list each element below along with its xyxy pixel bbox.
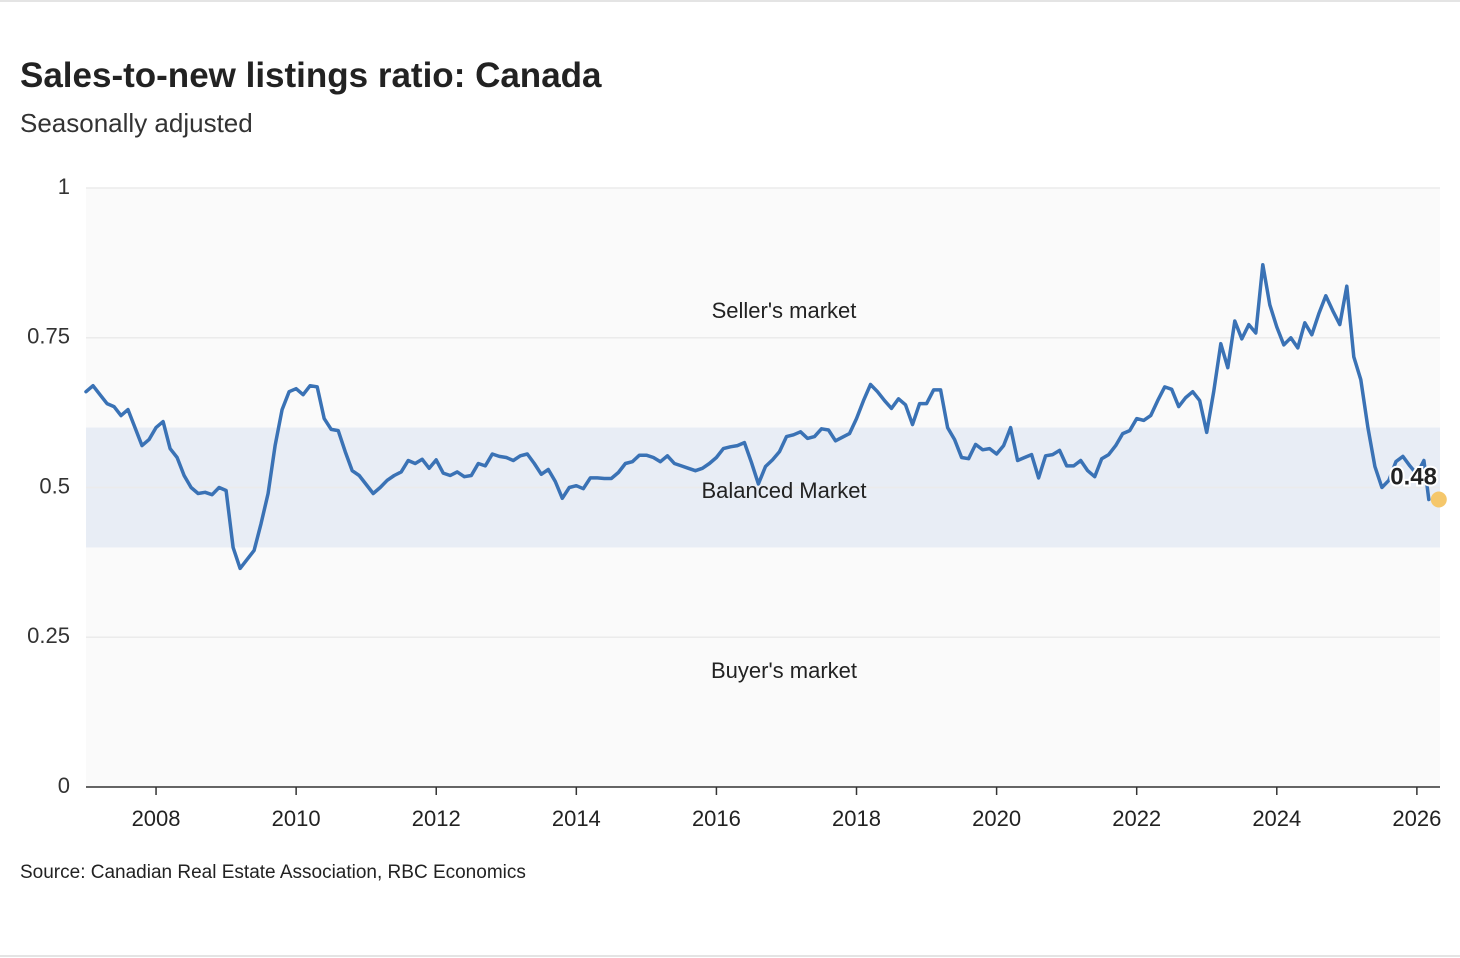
x-tick-label-2: 2012: [412, 806, 461, 831]
top-border: [0, 0, 1460, 2]
gridlines: [86, 187, 1440, 638]
y-tick-label-1: 0.25: [27, 623, 70, 648]
chart-subtitle: Seasonally adjusted: [20, 108, 253, 138]
x-tick-label-8: 2024: [1252, 806, 1301, 831]
source-note: Source: Canadian Real Estate Association…: [20, 862, 526, 883]
y-tick-label-0: 0: [58, 773, 70, 798]
y-tick-label-4: 1: [58, 174, 70, 199]
y-tick-label-2: 0.5: [39, 473, 70, 498]
x-tick-label-7: 2022: [1112, 806, 1161, 831]
x-axis: 2008 2010 2012 2014 2016 2018 2020 2022 2024 2026: [86, 786, 1441, 831]
y-tick-label-3: 0.75: [27, 324, 70, 349]
last-value-label: 0.48: [1390, 463, 1437, 490]
x-tick-label-6: 2020: [972, 806, 1021, 831]
series-line-0: [84, 262, 1431, 571]
series-group: [84, 262, 1431, 571]
x-tick-label-9: 2026: [1392, 806, 1441, 831]
band-label-seller-s-market: Seller's market: [712, 298, 857, 323]
x-tick-label-1: 2010: [272, 806, 321, 831]
annotations: 0.48: [1388, 461, 1447, 508]
x-tick-label-3: 2014: [552, 806, 601, 831]
bottom-border: [0, 955, 1460, 957]
band-label-balanced-market: Balanced Market: [701, 478, 866, 503]
x-tick-label-4: 2016: [692, 806, 741, 831]
chart-title: Sales-to-new listings ratio: Canada: [20, 56, 602, 95]
band-labels: Seller's market Balanced Market Buyer's ma…: [701, 298, 866, 683]
y-axis: 0 0.25 0.5 0.75 1: [27, 174, 70, 798]
x-tick-label-5: 2018: [832, 806, 881, 831]
x-tick-label-0: 2008: [132, 806, 181, 831]
last-point-marker: [1430, 491, 1447, 508]
band-label-buyer-s-market: Buyer's market: [711, 658, 857, 683]
